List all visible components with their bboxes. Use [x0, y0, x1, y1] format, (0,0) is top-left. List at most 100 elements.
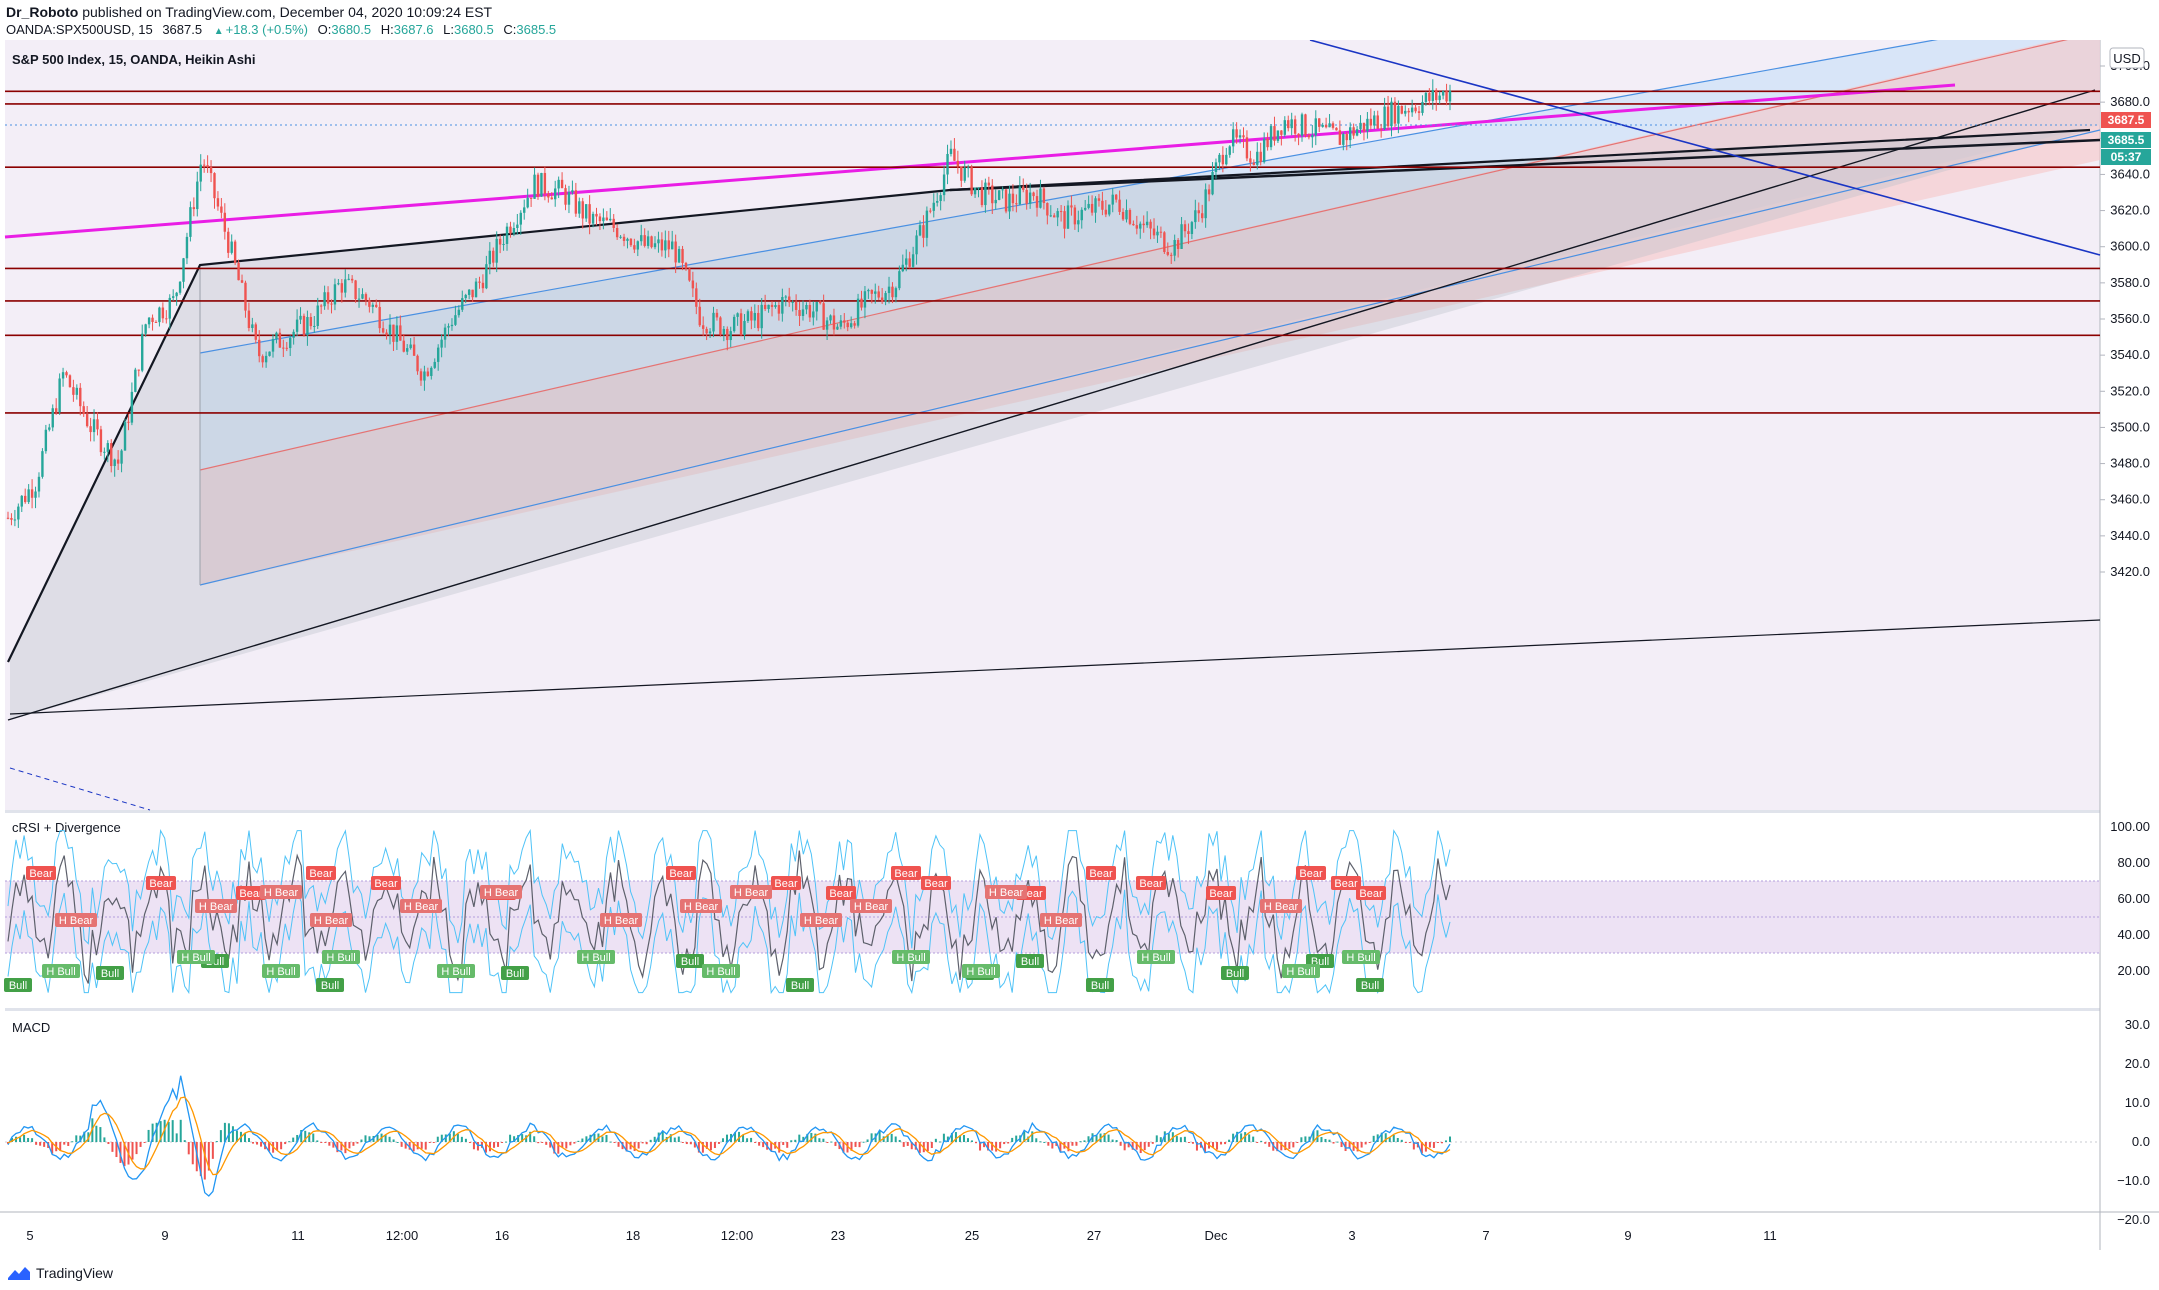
candle-body [1287, 120, 1290, 129]
macd-histogram-bar [999, 1142, 1002, 1149]
candle-body [1307, 135, 1311, 138]
candle-body [378, 306, 381, 329]
pane-divider[interactable] [5, 810, 2100, 813]
macd-histogram-bar [894, 1136, 897, 1142]
macd-histogram-bar [786, 1142, 789, 1148]
candle-body [1342, 134, 1345, 145]
candle-body [760, 304, 763, 329]
macd-histogram-bar [159, 1121, 162, 1142]
macd-histogram-bar [533, 1136, 536, 1142]
macd-histogram-bar [613, 1142, 616, 1143]
macd-histogram-bar [328, 1142, 331, 1146]
candle-body [922, 225, 925, 238]
candle-body [533, 174, 536, 199]
candle-body [798, 309, 801, 316]
price-tick-label: 3580.0 [2110, 275, 2150, 290]
candle-body [712, 312, 715, 332]
candle-body [485, 264, 488, 289]
macd-histogram-bar [886, 1134, 889, 1142]
candle-body [722, 328, 726, 335]
macd-histogram-bar [107, 1142, 110, 1145]
price-tick-label: 3520.0 [2110, 383, 2150, 398]
macd-histogram-bar [464, 1138, 467, 1142]
candle-body [853, 323, 856, 326]
low-label: L: [443, 22, 454, 37]
candle-body [1359, 122, 1362, 130]
macd-tick-label: 30.0 [2125, 1017, 2150, 1032]
macd-histogram-bar [918, 1142, 921, 1153]
macd-histogram-bar [541, 1142, 544, 1143]
macd-histogram-bar [408, 1142, 411, 1150]
macd-histogram-bar [910, 1142, 913, 1150]
candle-body [977, 187, 980, 189]
candle-body [1022, 186, 1025, 190]
macd-plot [5, 1075, 2100, 1197]
candle-body [1221, 154, 1225, 165]
candle-body [1142, 223, 1145, 226]
candle-body [1266, 138, 1269, 148]
macd-histogram-bar [1119, 1142, 1122, 1146]
candle-body [261, 356, 264, 363]
candle-body [1053, 215, 1056, 218]
candle-body [395, 325, 399, 342]
macd-histogram-bar [396, 1141, 399, 1143]
macd-histogram-bar [420, 1142, 423, 1149]
price-change: +18.3 (+0.5%) [214, 22, 308, 37]
bear-divergence-badge [1331, 876, 1361, 890]
macd-histogram-bar [669, 1134, 672, 1142]
macd-histogram-bar [1111, 1139, 1114, 1142]
candle-body [705, 328, 708, 334]
macd-histogram-bar [1163, 1131, 1166, 1142]
macd-histogram-bar [557, 1142, 560, 1154]
candle-body [282, 347, 285, 349]
macd-histogram-bar [689, 1142, 692, 1145]
candle-body [684, 262, 688, 269]
candle-body [474, 281, 478, 298]
macd-histogram-bar [521, 1134, 524, 1142]
macd-histogram-bar [573, 1142, 576, 1144]
macd-histogram-bar [292, 1137, 295, 1142]
macd-histogram-bar [641, 1142, 644, 1144]
macd-histogram-bar [1167, 1133, 1170, 1142]
candle-body [1373, 115, 1376, 126]
candle-body [247, 310, 251, 329]
bear-divergence-badge [1356, 886, 1386, 900]
candle-body [1173, 239, 1176, 256]
candle-body [991, 185, 994, 204]
macd-histogram-bar [448, 1133, 451, 1142]
chart-area[interactable]: 3700.03680.03660.03640.03620.03600.03580… [0, 40, 2159, 1260]
macd-histogram-bar [352, 1142, 355, 1146]
macd-histogram-bar [790, 1140, 793, 1142]
macd-tick-label: 0.0 [2132, 1134, 2150, 1149]
macd-histogram-bar [191, 1142, 194, 1165]
macd-histogram-bar [593, 1133, 596, 1142]
macd-histogram-bar [284, 1142, 287, 1145]
macd-histogram-bar [1051, 1142, 1054, 1149]
macd-histogram-bar [51, 1142, 54, 1154]
hidden-bear-divergence-badge [730, 885, 772, 899]
pane-divider[interactable] [5, 1008, 2100, 1011]
hidden-bull-divergence-badge [702, 964, 740, 978]
macd-histogram-bar [296, 1134, 299, 1142]
macd-histogram-bar [762, 1142, 765, 1148]
candle-body [1352, 127, 1355, 136]
candle-body [1187, 231, 1190, 234]
macd-histogram-bar [215, 1141, 218, 1143]
macd-histogram-bar [27, 1137, 30, 1142]
candle-body [1008, 193, 1011, 212]
macd-histogram-bar [368, 1136, 371, 1142]
candle-body [498, 238, 502, 245]
macd-histogram-bar [1392, 1134, 1395, 1142]
hidden-bear-divergence-label: H Bear [484, 887, 519, 899]
currency-button[interactable] [2109, 47, 2145, 69]
candle-body [1245, 137, 1249, 159]
crsi-lower-envelope [7, 889, 1451, 995]
macd-histogram-bar [43, 1142, 46, 1147]
macd-histogram-bar [517, 1135, 520, 1142]
candle-body [650, 236, 653, 248]
macd-histogram-bar [709, 1142, 712, 1151]
macd-histogram-bar [1284, 1142, 1287, 1151]
macd-histogram-bar [818, 1138, 821, 1142]
author-name[interactable]: Dr_Roboto [6, 4, 79, 20]
bear-divergence-label: Bear [239, 888, 263, 900]
